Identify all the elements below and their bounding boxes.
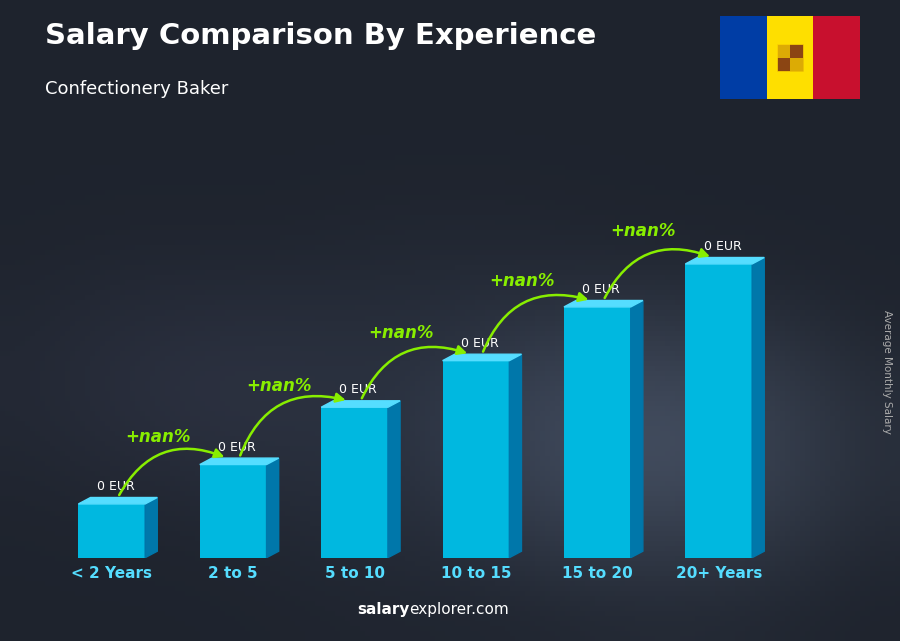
Polygon shape: [686, 258, 764, 264]
Bar: [78, 504, 145, 558]
Text: +nan%: +nan%: [125, 428, 191, 445]
Polygon shape: [200, 458, 279, 465]
Text: +nan%: +nan%: [368, 324, 434, 342]
Bar: [200, 465, 266, 558]
Bar: [564, 307, 631, 558]
Text: Confectionery Baker: Confectionery Baker: [45, 80, 229, 98]
Bar: [321, 407, 388, 558]
Polygon shape: [564, 301, 643, 307]
Text: salary: salary: [357, 602, 410, 617]
Text: +nan%: +nan%: [611, 222, 676, 240]
Text: 0 EUR: 0 EUR: [582, 283, 620, 296]
Text: Average Monthly Salary: Average Monthly Salary: [881, 310, 892, 434]
Bar: [813, 16, 860, 99]
Text: Salary Comparison By Experience: Salary Comparison By Experience: [45, 22, 596, 51]
Polygon shape: [631, 301, 643, 558]
Text: 0 EUR: 0 EUR: [704, 240, 742, 253]
Polygon shape: [388, 401, 400, 558]
Bar: [767, 16, 813, 99]
Polygon shape: [78, 497, 158, 504]
Polygon shape: [752, 258, 764, 558]
Polygon shape: [145, 497, 158, 558]
Bar: [777, 44, 790, 58]
Bar: [443, 361, 509, 558]
Text: explorer.com: explorer.com: [410, 602, 509, 617]
Text: +nan%: +nan%: [247, 378, 312, 395]
Polygon shape: [266, 458, 279, 558]
Bar: [686, 264, 752, 558]
Bar: [777, 44, 803, 71]
Text: 0 EUR: 0 EUR: [96, 480, 134, 493]
Text: 0 EUR: 0 EUR: [339, 383, 377, 397]
Polygon shape: [321, 401, 400, 407]
Polygon shape: [509, 354, 521, 558]
Text: 0 EUR: 0 EUR: [461, 337, 499, 350]
Text: +nan%: +nan%: [490, 272, 554, 290]
Polygon shape: [443, 354, 521, 361]
Bar: [790, 58, 803, 71]
Text: 0 EUR: 0 EUR: [218, 441, 256, 454]
Bar: [720, 16, 767, 99]
